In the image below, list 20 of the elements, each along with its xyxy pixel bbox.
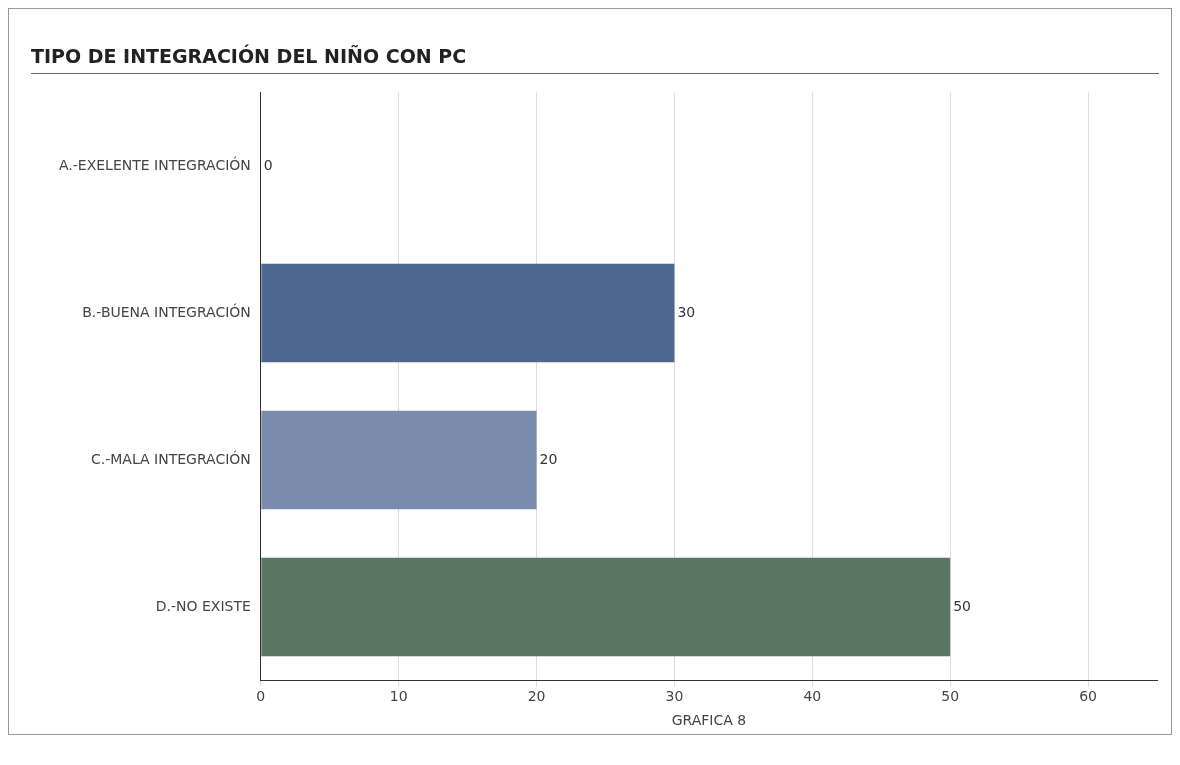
data-label: 50 <box>953 597 972 614</box>
x-tick-label: 0 <box>256 688 266 705</box>
chart-title: TIPO DE INTEGRACIÓN DEL NIÑO CON PC <box>31 45 1159 74</box>
x-tick-label: 40 <box>803 688 822 705</box>
y-tick-label: D.-NO EXISTE <box>155 597 251 614</box>
x-axis-title: GRAFICA 8 <box>671 712 747 729</box>
data-label: 30 <box>677 303 696 320</box>
x-tick-label: 60 <box>1079 688 1097 705</box>
x-tick-label: 30 <box>665 688 684 705</box>
bar <box>261 263 675 363</box>
x-tick-label: 50 <box>941 688 960 705</box>
y-tick-label: B.-BUENA INTEGRACIÓN <box>82 302 251 320</box>
bar <box>261 410 537 510</box>
x-tick-label: 10 <box>389 688 408 705</box>
data-label: 20 <box>539 450 558 467</box>
data-label: 0 <box>263 156 273 173</box>
bar <box>261 557 951 657</box>
y-tick-label: C.-MALA INTEGRACIÓN <box>90 449 251 467</box>
x-tick-label: 20 <box>527 688 546 705</box>
y-tick-label: A.-EXELENTE INTEGRACIÓN <box>58 155 251 173</box>
